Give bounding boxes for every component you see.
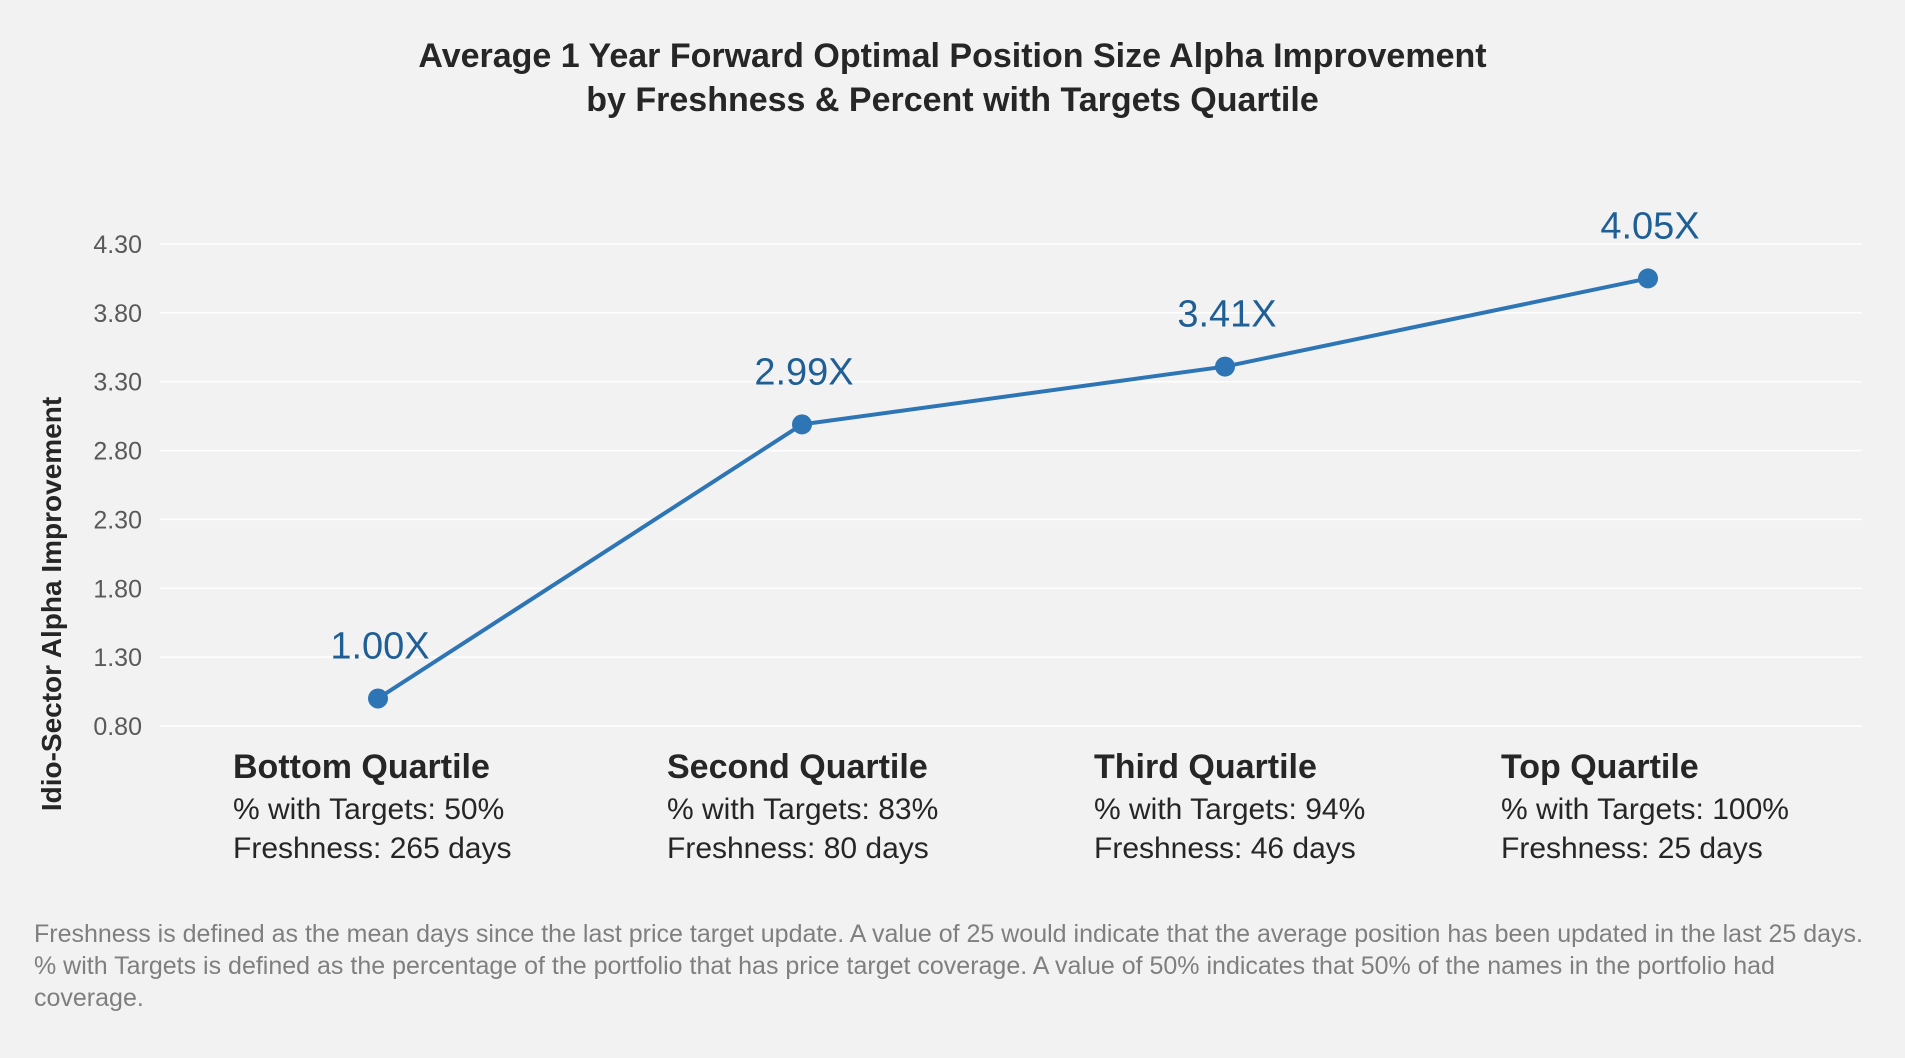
data-label: 4.05X (1600, 205, 1699, 247)
data-label: 1.00X (330, 625, 429, 667)
footnote: Freshness is defined as the mean days si… (34, 918, 1874, 1014)
data-label: 3.41X (1177, 294, 1276, 336)
data-point (1638, 268, 1658, 289)
chart-title: Average 1 Year Forward Optimal Position … (0, 34, 1905, 122)
category-targets: % with Targets: 94% (1094, 793, 1366, 826)
y-tick-label: 4.30 (93, 231, 142, 259)
gridlines (160, 243, 1862, 727)
category-third-quartile: Third Quartile % with Targets: 94% Fresh… (1094, 744, 1365, 868)
y-axis-label: Idio-Sector Alpha Improvement (36, 396, 67, 812)
y-tick-label: 3.80 (93, 300, 142, 328)
footnote-targets: % with Targets is defined as the percent… (34, 952, 1775, 1012)
category-freshness: Freshness: 46 days (1094, 832, 1356, 865)
category-name: Third Quartile (1094, 748, 1317, 786)
chart-title-line-1: Average 1 Year Forward Optimal Position … (418, 37, 1487, 75)
category-name: Second Quartile (667, 748, 928, 786)
category-targets: % with Targets: 83% (667, 793, 939, 826)
category-targets: % with Targets: 100% (1501, 793, 1789, 826)
category-name: Bottom Quartile (233, 748, 490, 786)
y-tick-label: 2.80 (93, 438, 142, 466)
category-targets: % with Targets: 50% (233, 793, 505, 826)
category-freshness: Freshness: 80 days (667, 832, 929, 865)
y-tick-label: 1.80 (93, 575, 142, 603)
chart-title-line-2: by Freshness & Percent with Targets Quar… (586, 81, 1319, 119)
category-top-quartile: Top Quartile % with Targets: 100% Freshn… (1501, 744, 1789, 868)
y-tick-label: 2.30 (93, 506, 142, 534)
category-freshness: Freshness: 265 days (233, 832, 512, 865)
category-name: Top Quartile (1501, 748, 1699, 786)
data-point (792, 414, 812, 435)
data-label: 2.99X (754, 351, 853, 393)
data-point (368, 688, 388, 709)
y-tick-label: 1.30 (93, 644, 142, 672)
category-freshness: Freshness: 25 days (1501, 832, 1763, 865)
category-second-quartile: Second Quartile % with Targets: 83% Fres… (667, 744, 938, 868)
footnote-freshness: Freshness is defined as the mean days si… (34, 920, 1863, 948)
category-bottom-quartile: Bottom Quartile % with Targets: 50% Fres… (233, 744, 511, 868)
y-tick-label: 3.30 (93, 369, 142, 397)
y-tick-label: 0.80 (93, 713, 142, 741)
data-points (368, 268, 1658, 709)
series-line (376, 276, 1649, 701)
data-point (1215, 356, 1235, 377)
data-labels: 1.00X 2.99X 3.41X 4.05X (330, 205, 1699, 667)
y-axis-ticks: 0.80 1.30 1.80 2.30 2.80 3.30 3.80 4.30 (93, 231, 142, 741)
